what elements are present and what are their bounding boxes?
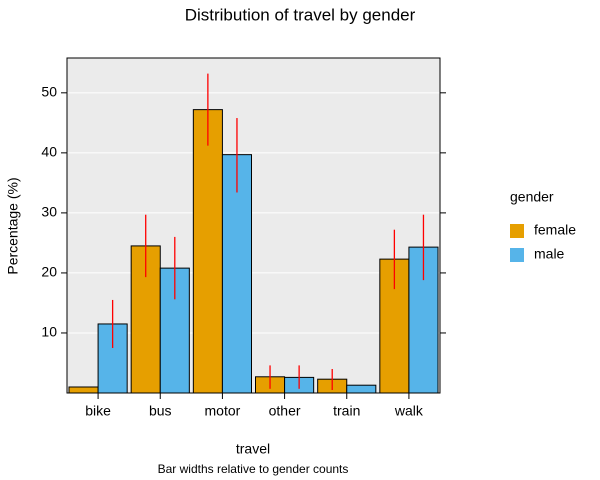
legend-title: gender	[510, 189, 554, 205]
y-tick-label: 50	[41, 84, 57, 100]
bar	[192, 109, 223, 394]
bar	[346, 384, 377, 394]
y-tick-label: 20	[41, 264, 57, 280]
x-axis-label: travel	[236, 441, 270, 457]
bar	[68, 386, 99, 394]
x-tick-label: train	[333, 403, 360, 419]
x-tick-label: bus	[149, 403, 172, 419]
subtitle: Bar widths relative to gender counts	[158, 462, 349, 476]
plot-background	[67, 58, 440, 393]
chart-title: Distribution of travel by gender	[185, 5, 416, 24]
plot-frame	[66, 57, 441, 394]
legend-label: male	[534, 246, 565, 262]
y-axis-label: Percentage (%)	[5, 177, 21, 274]
x-tick-label: motor	[205, 403, 241, 419]
y-tick-label: 10	[41, 324, 57, 340]
y-tick-label: 40	[41, 144, 57, 160]
x-tick-label: bike	[85, 403, 111, 419]
x-tick-label: walk	[394, 403, 424, 419]
legend-swatch	[510, 224, 524, 238]
legend-label: female	[534, 222, 576, 238]
y-tick-label: 30	[41, 204, 57, 220]
legend-swatch	[510, 248, 524, 262]
x-tick-label: other	[269, 403, 301, 419]
